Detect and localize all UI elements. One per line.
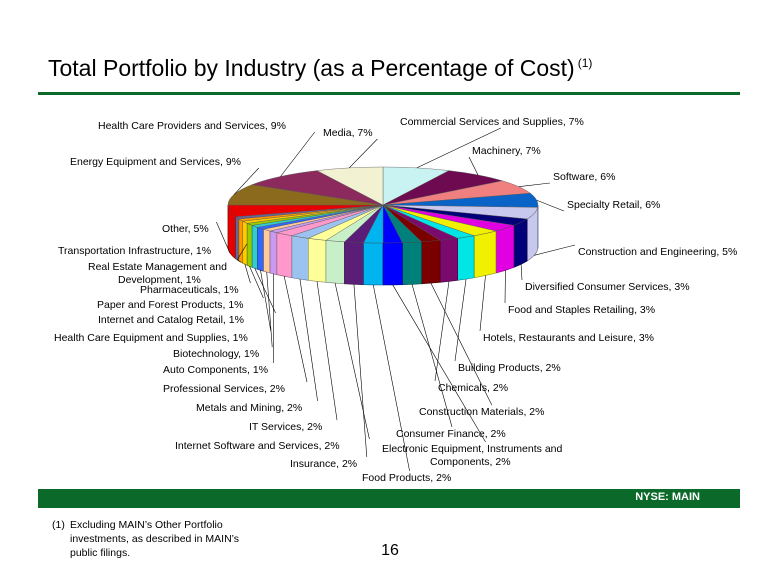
leader-line [237, 259, 241, 263]
leader-line [299, 279, 318, 402]
footnote-text: Excluding MAIN’s Other Portfolio investm… [70, 519, 240, 559]
pie-slice-side [382, 242, 403, 286]
slice-label: Internet and Catalog Retail, 1% [98, 314, 244, 326]
slice-label: Paper and Forest Products, 1% [97, 299, 244, 311]
pie-slice-side [473, 230, 497, 279]
leader-line [260, 270, 272, 332]
pie-slice-side [251, 224, 258, 270]
slice-label: Media, 7% [323, 127, 373, 139]
footnote: (1) Excluding MAIN’s Other Portfolio inv… [52, 518, 260, 560]
leader-line [416, 127, 501, 169]
title-footnote-ref: (1) [577, 56, 593, 70]
pie-slice-side [257, 226, 264, 272]
slice-label: Health Care Equipment and Supplies, 1% [54, 332, 248, 344]
leader-line [372, 284, 410, 472]
title-divider [38, 92, 740, 95]
pie-slice-side [246, 222, 253, 268]
pie-slice-side [291, 235, 309, 281]
leader-line [518, 182, 551, 187]
slice-label: Internet Software and Services, 2% [175, 440, 340, 452]
slice-label: Energy Equipment and Services, 9% [70, 156, 241, 168]
leader-line [479, 275, 486, 332]
leader-line [348, 138, 378, 169]
pie-slice-side [263, 228, 271, 274]
pie-slice-side [269, 230, 278, 276]
slice-label: Diversified Consumer Services, 3% [525, 281, 690, 293]
leader-line [454, 279, 467, 362]
slice-label: Construction Materials, 2% [419, 406, 544, 418]
leader-line [520, 264, 523, 281]
slice-label: Construction and Engineering, 5% [578, 246, 737, 258]
ticker-label: NYSE: MAIN [635, 491, 700, 503]
pie-slice-side [242, 220, 248, 266]
leader-line [536, 199, 565, 212]
pie-slice-side [308, 237, 327, 283]
pie-slice-side [457, 235, 475, 281]
footer-bar: NYSE: MAIN [38, 489, 740, 508]
leader-line [249, 266, 264, 299]
leader-line [280, 131, 316, 177]
leader-line [353, 284, 368, 458]
footnote-number: (1) [52, 519, 65, 531]
pie-slice-side [495, 224, 515, 274]
leader-line [534, 244, 576, 256]
pie-slice-side [276, 232, 293, 279]
leader-line [334, 283, 370, 440]
slice-label: Other, 5% [162, 223, 209, 235]
slice-label: Insurance, 2% [290, 458, 357, 470]
pie-slice-side [235, 216, 240, 262]
leader-line [236, 243, 248, 261]
pie-slice [316, 166, 384, 206]
leader-line [266, 272, 273, 348]
pie-slice-side [344, 241, 364, 286]
leader-line [430, 283, 493, 406]
pie-slice-side [421, 240, 441, 285]
pie-slice-side [363, 242, 384, 286]
slice-label: Commercial Services and Supplies, 7% [400, 116, 584, 128]
slice-label: Auto Components, 1% [163, 364, 268, 376]
leader-line [411, 284, 453, 428]
slice-label: Hotels, Restaurants and Leisure, 3% [483, 332, 654, 344]
slice-label: Electronic Equipment, Instruments and Com… [382, 443, 563, 468]
slice-label: Pharmaceuticals, 1% [140, 284, 239, 296]
title-text: Total Portfolio by Industry (as a Percen… [48, 55, 575, 81]
leader-line [316, 281, 338, 421]
slice-label: Real Estate Management and Development, 1… [88, 261, 227, 286]
leader-line [434, 281, 450, 382]
slice-label: Food Products, 2% [362, 472, 451, 484]
slice-label: Chemicals, 2% [438, 382, 508, 394]
leader-line [254, 268, 276, 314]
slice-label: Building Products, 2% [458, 362, 561, 374]
slice-label: Transportation Infrastructure, 1% [58, 245, 211, 257]
slice-label: Professional Services, 2% [163, 383, 285, 395]
leader-line [233, 167, 260, 195]
slice-label: Biotechnology, 1% [173, 348, 259, 360]
pie-slice-side [439, 237, 458, 283]
leader-line [283, 276, 308, 383]
pie-slice-side [325, 240, 345, 285]
leader-line [392, 284, 486, 443]
pie-slice-side [402, 241, 422, 286]
slice-label: Machinery, 7% [472, 145, 541, 157]
slice-label: Health Care Providers and Services, 9% [98, 120, 286, 132]
slice-label: Software, 6% [553, 171, 615, 183]
page-number: 16 [381, 542, 399, 559]
leader-line [468, 156, 479, 176]
slice-label: Food and Staples Retailing, 3% [508, 304, 655, 316]
slice-label: Consumer Finance, 2% [396, 428, 506, 440]
slice-label: IT Services, 2% [249, 421, 322, 433]
pie-slice-side [513, 218, 528, 268]
leader-line [244, 264, 251, 284]
slice-label: Specialty Retail, 6% [567, 199, 660, 211]
leader-line [216, 221, 231, 254]
slice-label: Metals and Mining, 2% [196, 402, 302, 414]
page-title: Total Portfolio by Industry (as a Percen… [48, 55, 592, 82]
